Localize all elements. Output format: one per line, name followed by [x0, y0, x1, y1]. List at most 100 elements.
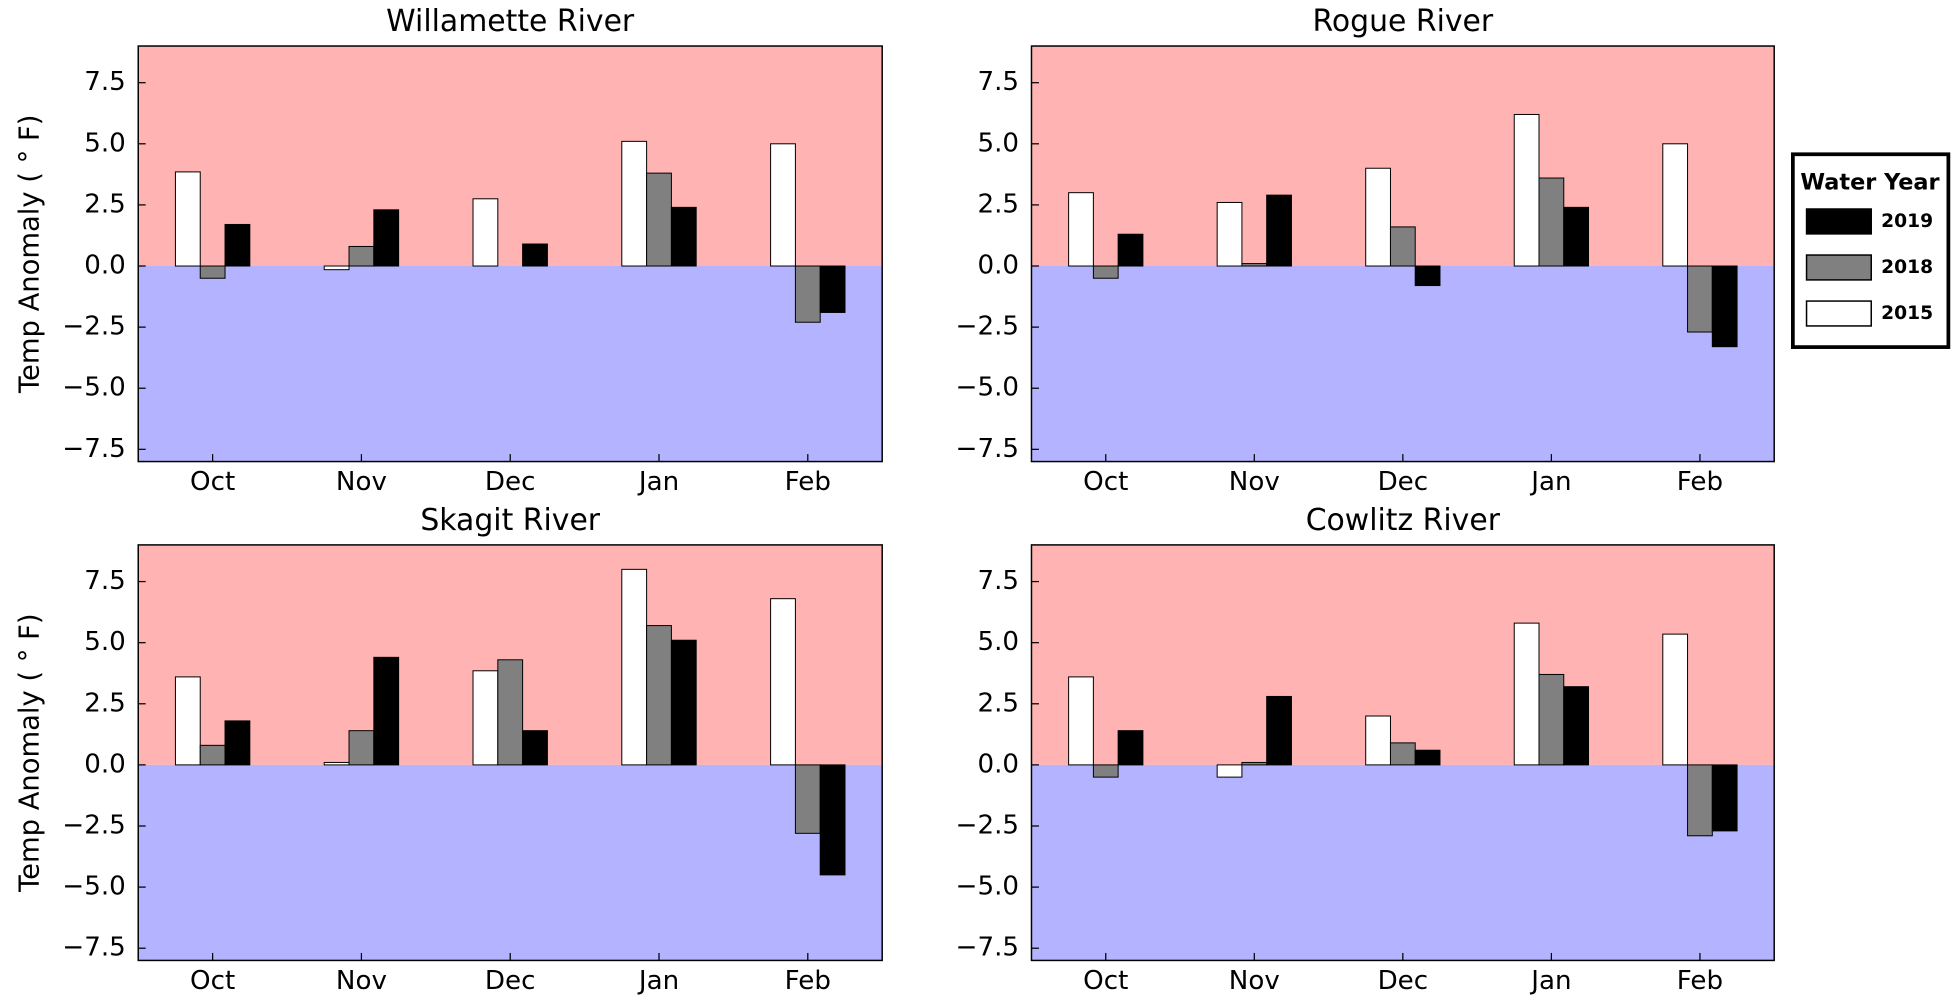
bar — [1365, 167, 1391, 267]
bar — [522, 730, 548, 766]
bar — [1266, 194, 1292, 267]
y-axis-label: Temp Anomaly ( ° F) — [15, 115, 46, 394]
bar — [1563, 206, 1590, 267]
plot-frame — [1030, 45, 1775, 463]
y-tick-label: −2.5 — [956, 312, 1019, 342]
y-tick-label: −7.5 — [62, 434, 125, 464]
legend-label: 2015 — [1881, 303, 1933, 324]
y-tick-label: −2.5 — [956, 810, 1019, 840]
bar — [794, 265, 821, 323]
bar — [1513, 113, 1540, 267]
bar — [1687, 265, 1713, 333]
y-tick-label: −5.0 — [956, 872, 1019, 902]
bar — [794, 764, 821, 834]
bar — [224, 223, 251, 267]
bar — [323, 265, 350, 271]
chart-title: Skagit River — [420, 503, 600, 538]
legend-title: Water Year — [1800, 169, 1939, 195]
bar — [373, 209, 400, 267]
y-tick-label: 7.5 — [84, 67, 126, 97]
bar — [1687, 764, 1713, 837]
x-tick-label: Feb — [1677, 467, 1723, 497]
bar — [1662, 633, 1689, 766]
bar — [1538, 177, 1565, 267]
y-tick-label: 7.5 — [978, 566, 1020, 596]
bar — [199, 744, 226, 766]
x-tick-label: Feb — [785, 467, 831, 497]
legend-swatch — [1805, 208, 1872, 235]
bar — [670, 206, 697, 267]
y-tick-label: −5.0 — [62, 872, 125, 902]
x-tick-label: Jan — [1529, 966, 1571, 996]
bar — [1216, 201, 1243, 267]
bar — [1117, 730, 1144, 766]
bar — [1092, 764, 1119, 778]
bar — [497, 659, 524, 766]
bar — [1216, 764, 1243, 778]
bar — [1068, 192, 1094, 267]
bar — [1068, 676, 1094, 766]
bar — [174, 171, 201, 267]
bar — [1365, 715, 1391, 766]
legend-swatch — [1805, 254, 1872, 281]
y-tick-label: 2.5 — [84, 688, 126, 718]
y-tick-label: −5.0 — [62, 373, 125, 403]
bar — [174, 676, 201, 766]
y-tick-label: 0.0 — [978, 251, 1020, 281]
bar — [348, 730, 375, 766]
bar — [621, 568, 648, 766]
positive-background — [138, 46, 883, 267]
y-tick-label: −7.5 — [956, 434, 1019, 464]
x-tick-label: Oct — [1083, 966, 1128, 996]
plot-frame — [137, 544, 883, 962]
positive-background — [1031, 544, 1775, 765]
bar — [1389, 226, 1416, 267]
bar — [819, 764, 846, 876]
y-tick-label: 7.5 — [978, 67, 1020, 97]
bar — [323, 761, 350, 766]
legend-label: 2018 — [1881, 257, 1933, 278]
plot-frame — [1030, 544, 1775, 962]
bar — [1117, 233, 1144, 267]
legend-label: 2019 — [1881, 211, 1933, 232]
y-tick-label: 2.5 — [978, 688, 1020, 718]
bar — [670, 639, 697, 766]
x-tick-label: Dec — [1378, 467, 1429, 497]
y-tick-label: −2.5 — [62, 312, 125, 342]
bar — [1266, 695, 1292, 766]
x-tick-label: Feb — [1677, 966, 1723, 996]
bar — [1711, 764, 1738, 832]
x-tick-label: Oct — [1083, 467, 1128, 497]
chart-title: Willamette River — [386, 4, 635, 39]
negative-background — [138, 764, 883, 961]
bar — [348, 245, 375, 267]
y-tick-label: 0.0 — [978, 749, 1020, 779]
x-tick-label: Feb — [785, 966, 831, 996]
chart-title: Rogue River — [1312, 4, 1493, 39]
y-tick-label: −2.5 — [62, 810, 125, 840]
bar — [1563, 686, 1590, 766]
y-tick-label: 5.0 — [978, 627, 1020, 657]
bar — [819, 265, 846, 313]
bar — [1414, 749, 1441, 766]
bar — [472, 198, 499, 267]
bar — [1241, 263, 1268, 267]
negative-background — [138, 266, 883, 462]
bar — [1092, 265, 1119, 279]
x-tick-label: Nov — [336, 467, 387, 497]
bar — [1711, 265, 1738, 348]
bar — [646, 625, 672, 766]
bar — [1513, 622, 1540, 766]
x-tick-label: Nov — [1229, 966, 1280, 996]
x-tick-label: Oct — [190, 467, 235, 497]
y-tick-label: 0.0 — [84, 749, 126, 779]
x-tick-label: Nov — [1229, 467, 1280, 497]
bar — [1389, 742, 1416, 766]
x-tick-label: Jan — [637, 467, 679, 497]
legend-swatch — [1805, 300, 1872, 327]
y-tick-label: 0.0 — [84, 251, 126, 281]
bar — [770, 598, 796, 766]
y-tick-label: 5.0 — [84, 128, 126, 158]
